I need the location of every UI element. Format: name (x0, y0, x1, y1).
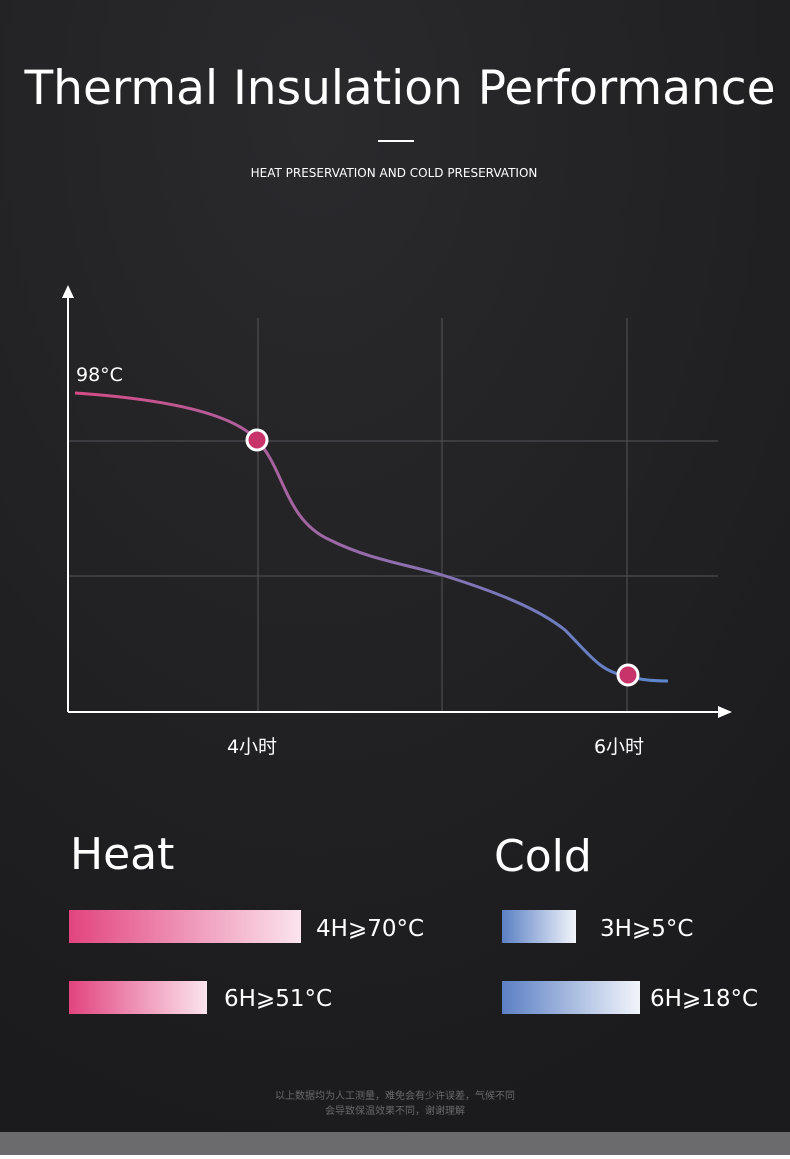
cold-bar (502, 910, 576, 943)
cold-bar (502, 981, 640, 1014)
start-label: 98°C (76, 364, 123, 386)
marker (616, 663, 640, 687)
bottom-strip (0, 1132, 790, 1155)
grid (68, 318, 718, 712)
subtitle: HEAT PRESERVATION AND COLD PRESERVATION (251, 166, 538, 180)
heat-item: 4H⩾70°C (316, 916, 424, 942)
cold-item: 3H⩾5°C (600, 916, 693, 942)
cold-item: 6H⩾18°C (650, 986, 758, 1012)
heat-bar (69, 981, 207, 1014)
heat-item: 6H⩾51°C (224, 986, 332, 1012)
marker (245, 428, 269, 452)
title: Thermal Insulation Performance (23, 61, 775, 116)
heat-bar (69, 910, 301, 943)
x-label: 6小时 (594, 736, 644, 758)
x-label: 4小时 (227, 736, 277, 758)
footnote: 以上数据均为人工测量，难免会有少许误差，气候不同 (275, 1089, 515, 1102)
cold-title: Cold (494, 831, 592, 882)
heat-title: Heat (70, 829, 174, 880)
temperature-curve (74, 391, 669, 683)
footnote: 会导致保温效果不同，谢谢理解 (325, 1104, 465, 1117)
axes (62, 285, 732, 718)
